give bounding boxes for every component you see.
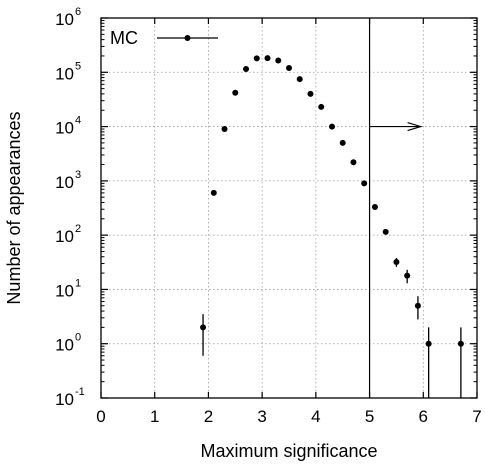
data-point: [307, 90, 314, 97]
data-point: [361, 180, 368, 187]
data-points: [200, 55, 464, 398]
x-tick-label: 7: [472, 407, 481, 426]
x-tick-label: 4: [311, 407, 320, 426]
data-point: [382, 228, 389, 235]
data-point: [253, 55, 260, 62]
x-tick-label: 0: [96, 407, 105, 426]
y-tick-label-exponent: 2: [75, 223, 81, 235]
y-tick-label-base: 10: [55, 119, 74, 138]
y-tick-label-exponent: 0: [75, 332, 81, 344]
y-tick-label-base: 10: [55, 10, 74, 29]
data-point: [243, 65, 250, 72]
data-point: [328, 123, 335, 130]
y-tick-label-exponent: 3: [75, 169, 81, 181]
plot-area-border: [100, 17, 478, 399]
data-point: [286, 64, 292, 71]
data-point: [210, 189, 217, 196]
x-tick-label: 1: [150, 407, 159, 426]
y-tick-label-exponent: 5: [75, 60, 81, 72]
data-point: [232, 89, 239, 96]
legend-label: MC: [110, 28, 138, 48]
data-point: [318, 103, 325, 110]
legend-marker: [184, 35, 191, 41]
y-tick-label-base: 10: [55, 173, 74, 192]
data-point: [404, 272, 411, 279]
y-tick-label-base: 10: [55, 281, 74, 300]
data-point: [264, 55, 271, 62]
y-tick-label-base: 10: [55, 390, 74, 409]
y-axis-title: Number of appearances: [4, 111, 24, 304]
data-point: [350, 159, 357, 166]
x-tick-label: 2: [204, 407, 213, 426]
y-tick-label-exponent: 4: [75, 115, 81, 127]
threshold-arrowhead: [407, 121, 423, 132]
y-tick-label-base: 10: [55, 227, 74, 246]
y-tick-label-exponent: -1: [75, 386, 85, 398]
data-point: [393, 259, 400, 266]
y-tick-label-exponent: 1: [75, 277, 81, 289]
data-point: [221, 126, 228, 133]
y-tick-label-base: 10: [55, 336, 74, 355]
threshold-marker: [368, 18, 423, 398]
data-point: [414, 302, 421, 309]
grid-lines: [101, 18, 477, 398]
axis-ticks: [100, 17, 478, 399]
x-tick-label: 6: [419, 407, 428, 426]
x-tick-labels: 0 1 2 3 4 5 6 7: [96, 407, 481, 426]
x-axis-title: Maximum significance: [200, 441, 377, 461]
x-tick-label: 5: [365, 407, 374, 426]
y-tick-label-base: 10: [55, 64, 74, 83]
data-point: [457, 340, 464, 347]
data-point: [296, 76, 303, 83]
data-point: [200, 324, 207, 331]
y-tick-label-exponent: 6: [75, 6, 81, 18]
data-point: [275, 57, 282, 64]
plot-frame: [100, 17, 478, 399]
data-point: [339, 139, 346, 146]
data-point: [425, 340, 432, 347]
data-point: [371, 203, 378, 210]
x-tick-label: 3: [257, 407, 266, 426]
legend: MC: [110, 28, 218, 48]
